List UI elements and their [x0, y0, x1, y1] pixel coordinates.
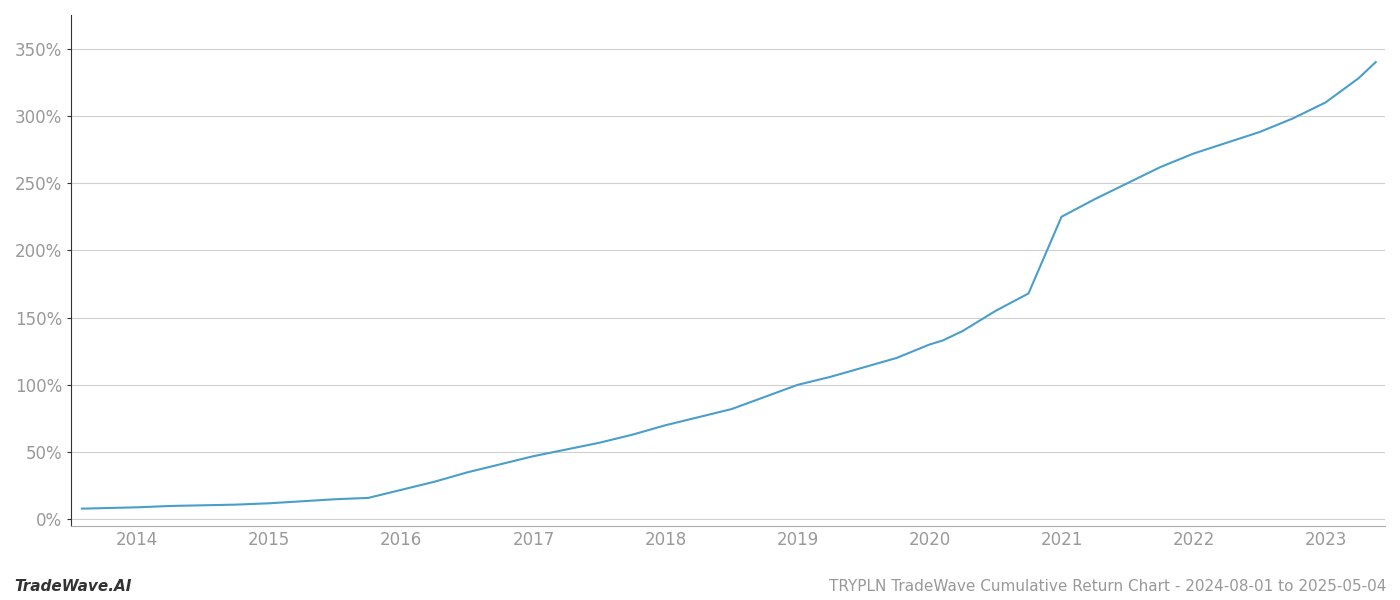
Text: TradeWave.AI: TradeWave.AI	[14, 579, 132, 594]
Text: TRYPLN TradeWave Cumulative Return Chart - 2024-08-01 to 2025-05-04: TRYPLN TradeWave Cumulative Return Chart…	[829, 579, 1386, 594]
